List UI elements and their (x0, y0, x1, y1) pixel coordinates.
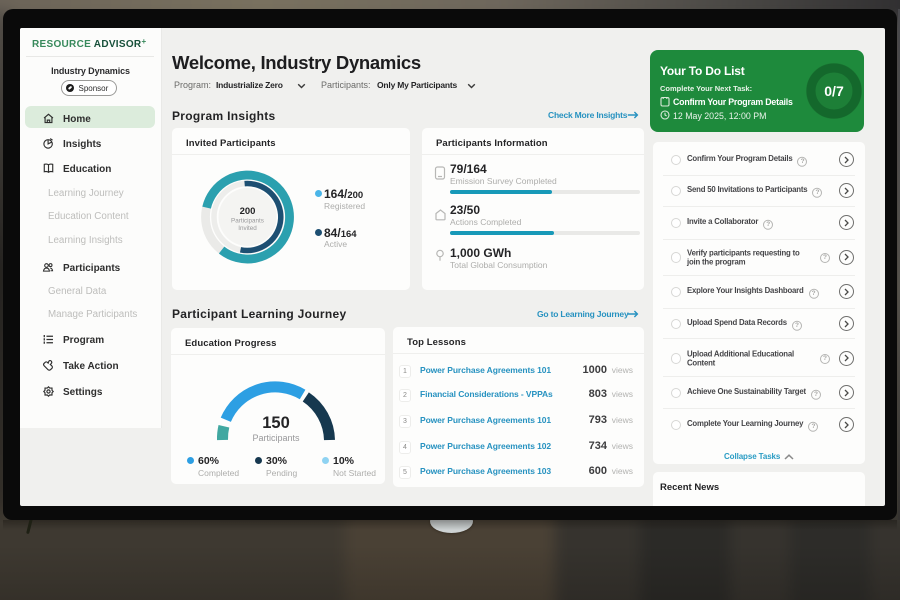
svg-text:200: 200 (240, 206, 256, 217)
svg-text:Participants: Participants (252, 433, 300, 443)
svg-text:Invited: Invited (238, 225, 257, 232)
svg-text:0/7: 0/7 (824, 83, 844, 99)
svg-text:150: 150 (262, 414, 290, 432)
svg-text:Participants: Participants (231, 218, 264, 225)
